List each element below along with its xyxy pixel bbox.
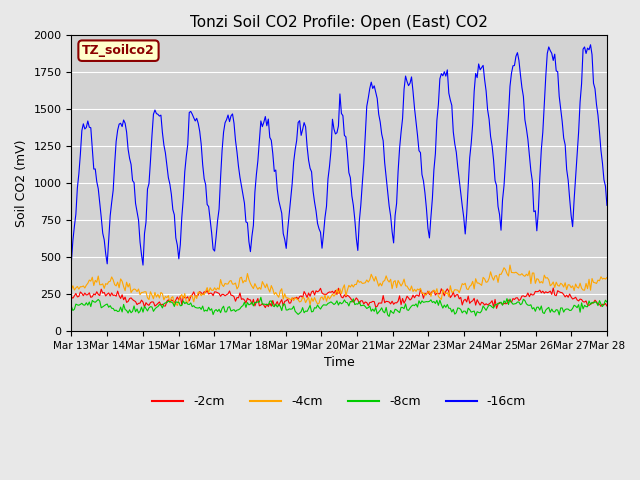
-8cm (133, 306, 141, 312)
-4cm (303, 297, 311, 302)
-8cm (227, 308, 235, 314)
-8cm (68, 304, 76, 310)
-8cm (385, 313, 393, 319)
-2cm (493, 305, 500, 311)
Y-axis label: Soil CO2 (mV): Soil CO2 (mV) (15, 139, 28, 227)
Line: -4cm: -4cm (72, 265, 607, 306)
-16cm (303, 144, 311, 149)
-2cm (549, 285, 557, 291)
-16cm (603, 203, 611, 208)
-4cm (173, 303, 181, 309)
-8cm (603, 299, 611, 305)
-2cm (133, 302, 141, 308)
-8cm (254, 299, 262, 305)
-8cm (576, 309, 584, 315)
-2cm (576, 296, 584, 302)
Line: -8cm: -8cm (72, 297, 607, 316)
-16cm (139, 262, 147, 268)
-4cm (506, 262, 514, 268)
Title: Tonzi Soil CO2 Profile: Open (East) CO2: Tonzi Soil CO2 Profile: Open (East) CO2 (190, 15, 488, 30)
-16cm (228, 111, 236, 117)
X-axis label: Time: Time (324, 356, 355, 369)
-2cm (227, 292, 235, 298)
-8cm (257, 294, 265, 300)
-4cm (255, 285, 263, 290)
-4cm (228, 281, 236, 287)
Text: TZ_soilco2: TZ_soilco2 (82, 44, 155, 57)
-2cm (245, 297, 253, 302)
-4cm (576, 280, 584, 286)
-16cm (133, 209, 141, 215)
-16cm (587, 42, 595, 48)
-2cm (603, 303, 611, 309)
Legend: -2cm, -4cm, -8cm, -16cm: -2cm, -4cm, -8cm, -16cm (147, 390, 531, 413)
-16cm (246, 249, 254, 254)
-8cm (303, 309, 311, 314)
-4cm (68, 287, 76, 292)
-2cm (254, 296, 262, 301)
Line: -2cm: -2cm (72, 288, 607, 308)
-4cm (603, 275, 611, 280)
-8cm (245, 302, 253, 308)
-4cm (133, 288, 141, 294)
Line: -16cm: -16cm (72, 45, 607, 265)
-2cm (68, 294, 76, 300)
-4cm (246, 281, 254, 287)
-16cm (68, 259, 76, 264)
-16cm (575, 130, 582, 135)
-2cm (302, 291, 310, 297)
-16cm (255, 138, 263, 144)
